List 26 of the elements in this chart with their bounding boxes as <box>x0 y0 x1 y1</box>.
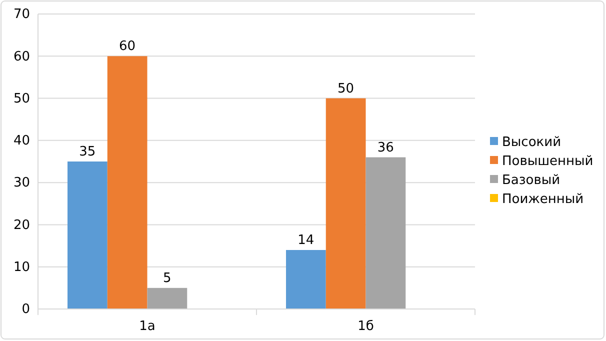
legend-label: Базовый <box>502 173 560 188</box>
bar <box>68 162 108 309</box>
data-label: 35 <box>79 144 96 160</box>
bar <box>147 288 188 309</box>
x-tick-label: 1б <box>358 319 374 334</box>
data-label: 60 <box>119 39 136 54</box>
legend-label: Поиженный <box>502 192 584 207</box>
y-tick-label: 70 <box>13 7 30 22</box>
y-tick-label: 50 <box>13 91 30 106</box>
y-tick-label: 10 <box>13 260 30 276</box>
y-tick-label: 20 <box>13 218 30 233</box>
bar <box>326 98 366 309</box>
data-label: 14 <box>298 233 314 248</box>
bar <box>286 250 326 309</box>
x-tick-label: 1а <box>139 319 156 334</box>
data-label: 5 <box>163 270 172 286</box>
data-label: 36 <box>377 140 394 156</box>
legend-label: Повышенный <box>502 154 594 169</box>
legend-label: Высокий <box>502 135 562 150</box>
data-label: 50 <box>338 81 354 96</box>
bar <box>366 157 406 309</box>
y-tick-label: 60 <box>13 49 30 64</box>
y-tick-label: 30 <box>13 176 30 191</box>
y-tick-label: 0 <box>22 302 30 318</box>
y-tick-label: 40 <box>13 134 30 149</box>
bar <box>107 56 148 309</box>
